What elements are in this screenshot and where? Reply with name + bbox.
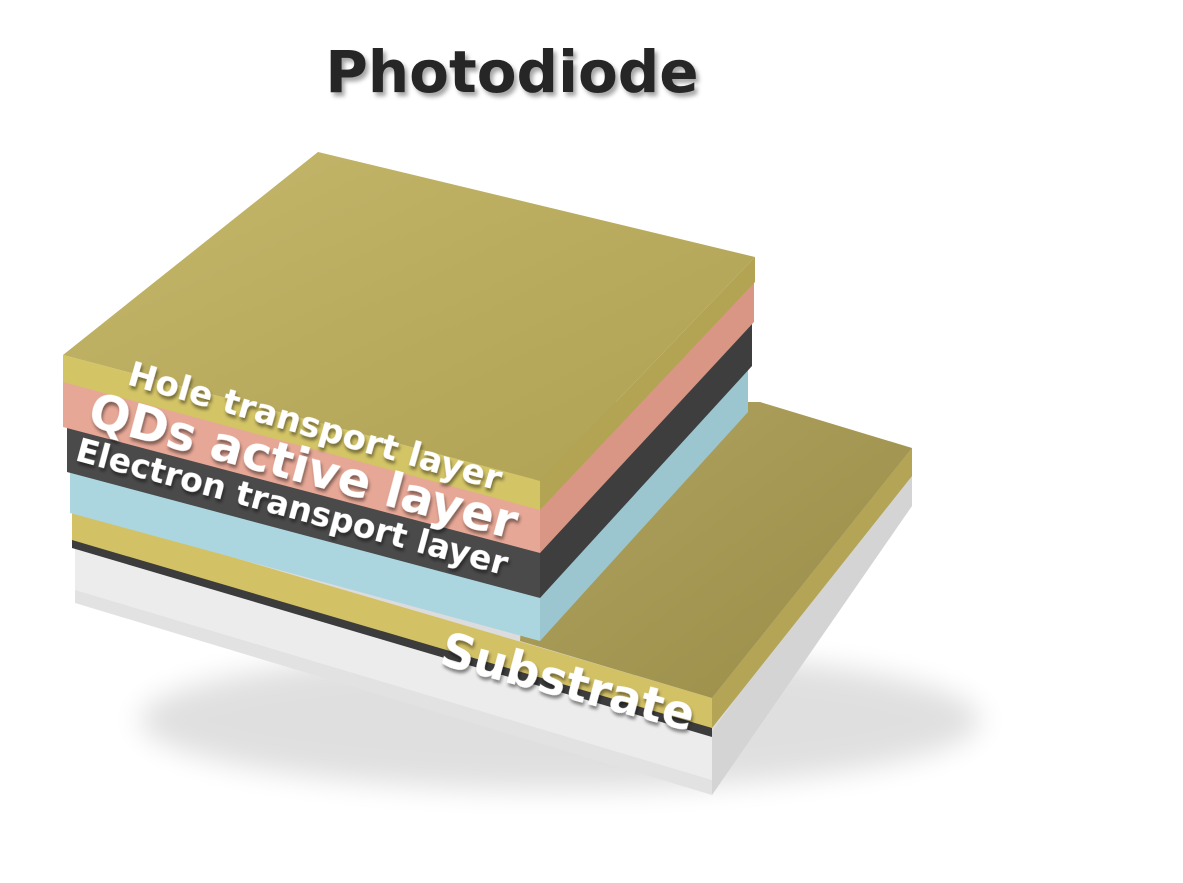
hole-transport-front (63, 355, 540, 510)
dark-layer (67, 320, 752, 598)
qds-active-layer (63, 280, 754, 553)
dark-layer-right (540, 320, 752, 598)
qds-active-right (540, 280, 754, 553)
diagram-title: Photodiode (325, 38, 698, 106)
bottom-electrode-layer (72, 448, 912, 737)
electron-transport-layer (70, 367, 748, 641)
electron-transport-front (70, 472, 540, 641)
qds-active-front (63, 380, 540, 553)
hole-transport-layer (63, 152, 755, 510)
electron-transport-right (540, 367, 748, 641)
hole-transport-right (540, 257, 755, 510)
bottom-electrode-front (72, 510, 712, 728)
substrate-front (75, 538, 712, 795)
substrate-front-shade (75, 590, 712, 795)
bottom-electrode-right (712, 448, 912, 728)
hole-transport-top-gloss (63, 152, 755, 481)
dark-layer-front (67, 425, 540, 598)
bottom-electrode-dark-line (72, 538, 712, 737)
